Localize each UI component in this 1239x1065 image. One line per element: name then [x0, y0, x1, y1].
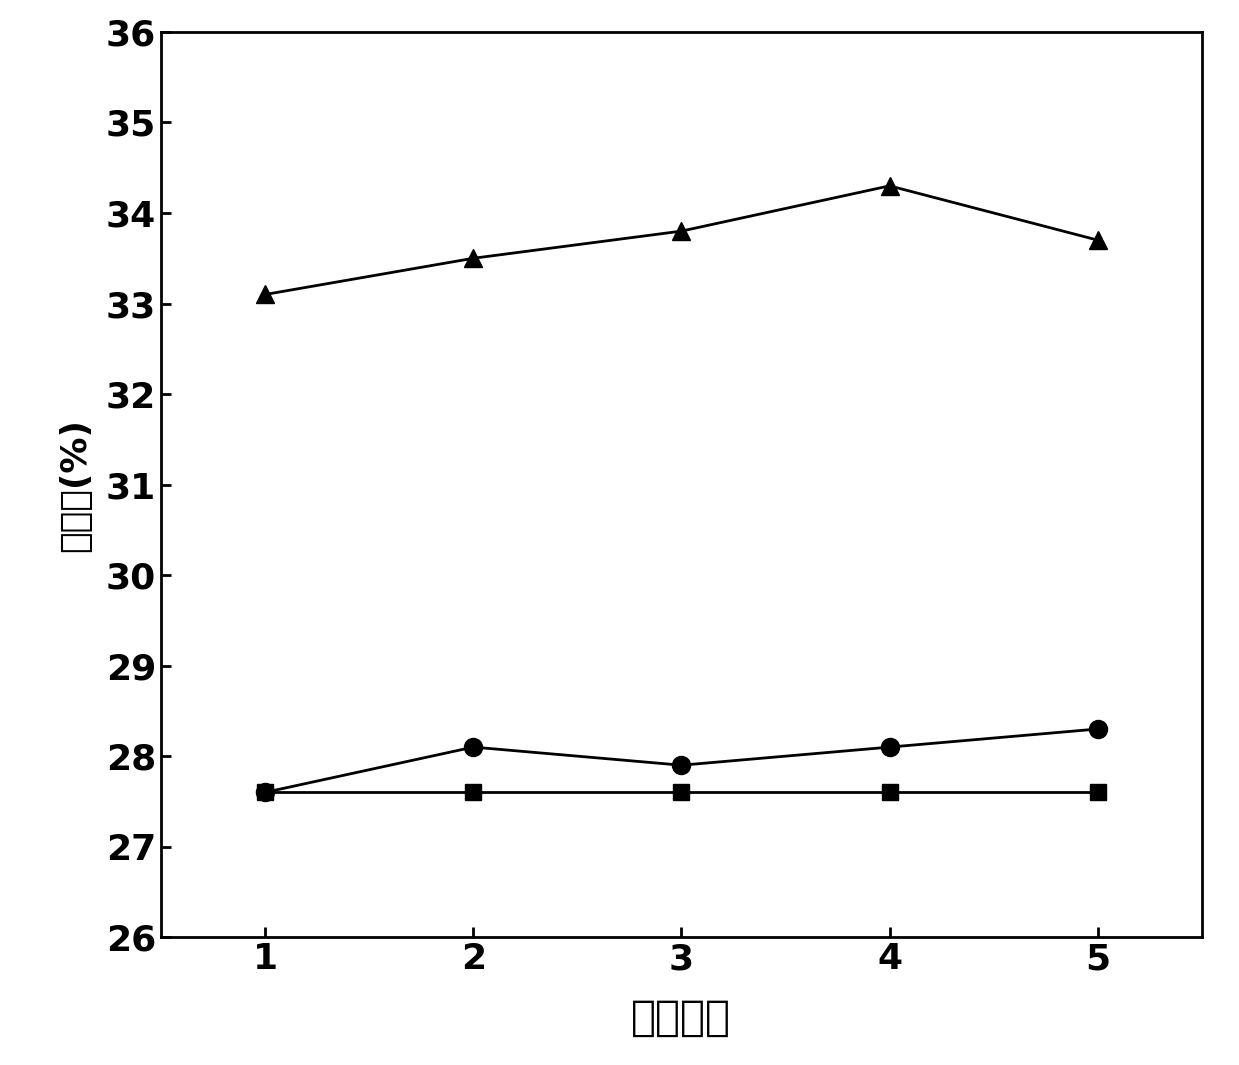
Y-axis label: 氧指数(%): 氧指数(%): [58, 417, 92, 552]
X-axis label: 样品编号: 样品编号: [632, 997, 731, 1038]
